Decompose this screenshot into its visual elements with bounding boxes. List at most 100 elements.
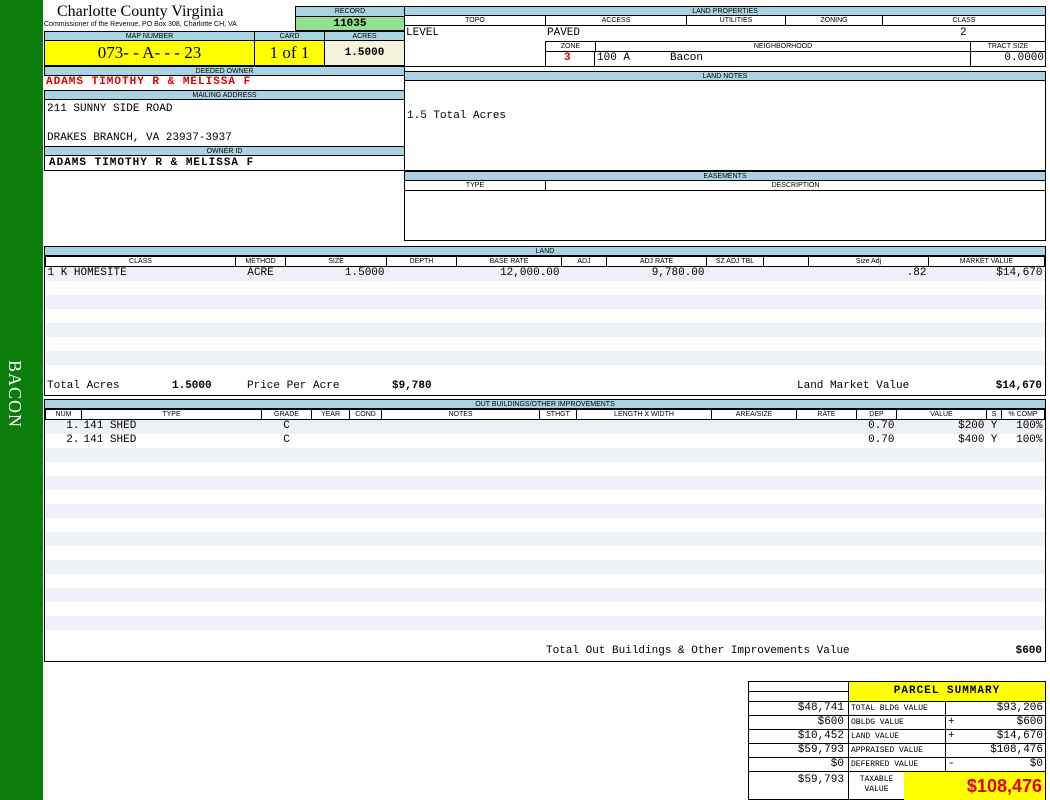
table-cell	[82, 574, 262, 588]
table-cell	[387, 323, 457, 337]
table-cell	[82, 630, 262, 644]
table-cell	[809, 351, 929, 365]
land-col-header: DEPTH	[386, 256, 457, 267]
table-cell	[809, 365, 929, 379]
table-cell	[286, 309, 387, 323]
table-cell	[897, 462, 987, 476]
table-cell	[82, 504, 262, 518]
table-cell: 1 K HOMESITE	[47, 267, 127, 280]
table-cell	[712, 476, 797, 490]
table-cell	[382, 490, 540, 504]
sidebar-label: BACON	[5, 360, 25, 429]
table-cell	[929, 365, 1045, 379]
table-cell	[797, 518, 857, 532]
neighborhood-code: 100 A	[597, 52, 631, 64]
total-acres-value: 1.5000	[172, 380, 212, 392]
summary-value: $14,670	[996, 730, 1043, 742]
table-cell	[607, 351, 707, 365]
table-cell	[262, 560, 312, 574]
table-cell: $200	[958, 420, 985, 433]
table-cell	[262, 476, 312, 490]
table-cell	[540, 462, 577, 476]
land-market-value: $14,670	[995, 380, 1042, 392]
table-cell	[577, 574, 712, 588]
table-cell	[1002, 462, 1045, 476]
table-cell	[286, 295, 387, 309]
summary-sign: +	[948, 730, 955, 742]
table-cell	[46, 504, 82, 518]
table-cell	[46, 532, 82, 546]
table-cell	[987, 532, 1002, 546]
table-row	[45, 489, 1045, 504]
table-cell	[350, 616, 382, 630]
table-cell: Y	[990, 434, 998, 446]
table-cell	[797, 616, 857, 630]
table-cell	[809, 337, 929, 351]
table-cell	[350, 462, 382, 476]
table-cell	[857, 490, 897, 504]
table-cell	[46, 490, 82, 504]
table-row	[45, 531, 1045, 546]
table-cell	[312, 490, 350, 504]
table-cell	[857, 574, 897, 588]
table-cell	[764, 295, 809, 309]
table-cell	[712, 420, 797, 434]
zoning-label: ZONING	[785, 15, 883, 26]
table-cell	[857, 462, 897, 476]
outbuildings-col-header: TYPE	[81, 409, 262, 420]
table-cell	[607, 323, 707, 337]
table-cell	[312, 630, 350, 644]
table-row	[45, 615, 1045, 630]
table-cell	[987, 546, 1002, 560]
table-cell	[387, 337, 457, 351]
table-cell	[797, 490, 857, 504]
table-cell	[712, 518, 797, 532]
table-cell	[262, 630, 312, 644]
outbuildings-table: NUM TYPE GRADE YEAR COND NOTES STHGT LENGTH X W…	[44, 408, 1046, 662]
table-cell: .82	[906, 267, 927, 280]
price-per-acre-label: Price Per Acre	[247, 380, 340, 392]
summary-value: $93,206	[996, 702, 1043, 714]
table-cell	[382, 504, 540, 518]
table-cell	[577, 434, 712, 448]
table-cell	[857, 448, 897, 462]
table-cell	[797, 448, 857, 462]
table-cell	[46, 295, 236, 309]
table-cell	[857, 560, 897, 574]
acres-value: 1.5000	[324, 40, 405, 66]
summary-left-value: $59,793	[749, 744, 849, 757]
table-cell	[540, 532, 577, 546]
table-cell: 12,000.00	[500, 267, 560, 280]
table-cell: ACRE	[247, 267, 274, 280]
owner-id: ADAMS TIMOTHY R & MELISSA F	[44, 155, 405, 171]
table-cell	[577, 560, 712, 574]
table-cell	[577, 490, 712, 504]
summary-left-value: $48,741	[749, 702, 849, 715]
summary-label: TOTAL BLDG VALUE	[849, 702, 946, 715]
outbuildings-col-header: VALUE	[896, 409, 987, 420]
table-cell	[540, 602, 577, 616]
table-row	[45, 350, 1045, 365]
table-cell	[262, 504, 312, 518]
table-cell	[82, 602, 262, 616]
table-cell	[764, 267, 809, 281]
table-cell	[262, 602, 312, 616]
outbuildings-col-header: LENGTH X WIDTH	[576, 409, 712, 420]
table-cell	[46, 365, 236, 379]
land-col-header: ADJ	[561, 256, 607, 267]
table-cell	[857, 602, 897, 616]
table-cell	[540, 630, 577, 644]
summary-value: $0	[1029, 758, 1043, 770]
table-cell	[286, 337, 387, 351]
table-row	[45, 447, 1045, 462]
easement-description-label: DESCRIPTION	[545, 180, 1046, 191]
table-cell	[987, 504, 1002, 518]
table-cell	[929, 295, 1045, 309]
table-cell: C	[283, 434, 290, 446]
table-cell	[857, 630, 897, 644]
table-cell	[712, 462, 797, 476]
table-cell	[577, 462, 712, 476]
table-cell	[1002, 616, 1045, 630]
parcel-summary: PARCEL SUMMARY $48,741 TOTAL BLDG VALUE $9…	[748, 681, 1046, 800]
table-cell	[797, 420, 857, 434]
